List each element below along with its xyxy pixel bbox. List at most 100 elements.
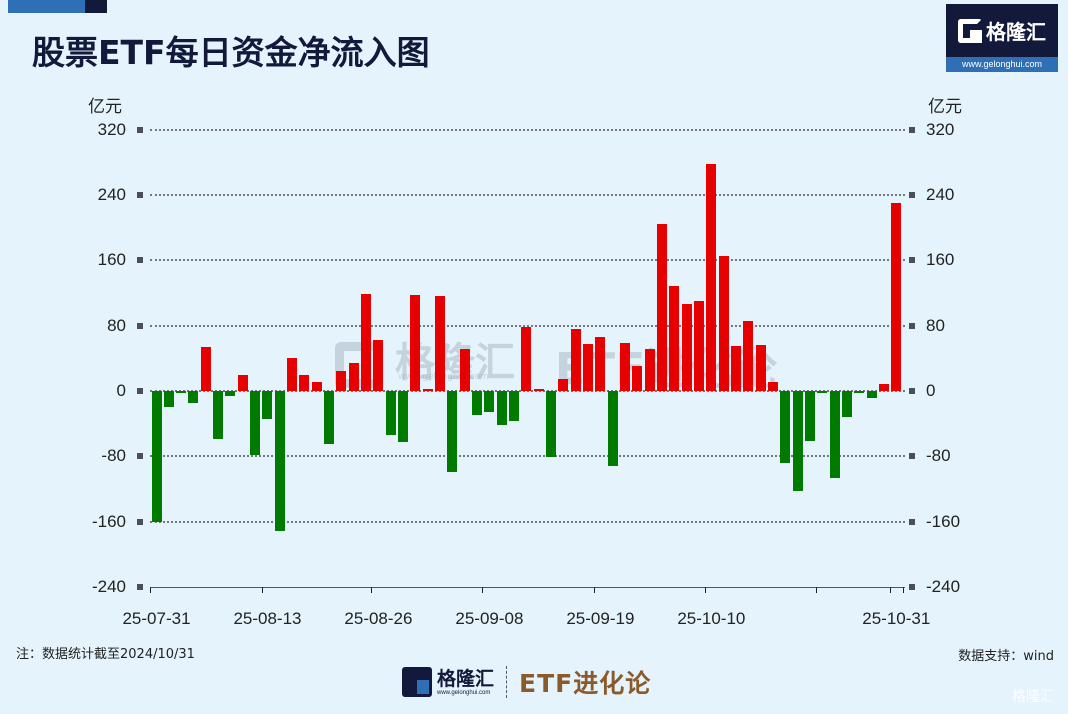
bar: [878, 384, 889, 391]
bar: [410, 295, 421, 391]
bar: [521, 326, 532, 391]
decor-bar-blue: [8, 0, 85, 13]
bar: [373, 339, 384, 391]
bar: [299, 375, 310, 391]
bar: [570, 328, 581, 391]
gridline: [150, 194, 905, 197]
gridline: [150, 455, 905, 458]
bar: [188, 391, 199, 404]
y-tick-label-right: -160: [926, 511, 961, 531]
bar: [546, 391, 557, 458]
bar: [237, 375, 248, 391]
y-tick-label-left: 160: [97, 250, 126, 270]
bar: [435, 296, 446, 391]
bar: [558, 378, 569, 391]
x-tick: [371, 587, 372, 593]
y-tick-label-right: 240: [926, 185, 955, 205]
y-tick-label-left: -80: [101, 446, 126, 466]
y-tick-marker: [137, 388, 143, 394]
y-tick-marker: [909, 322, 915, 329]
y-tick-marker: [909, 388, 915, 394]
y-tick-label-right: -240: [926, 576, 961, 596]
bar: [829, 391, 840, 478]
bar: [669, 285, 680, 391]
x-tick: [705, 587, 706, 593]
x-tick: [150, 587, 151, 593]
bar: [213, 391, 224, 440]
x-tick-label: 25-10-31: [862, 609, 931, 628]
bar: [250, 391, 261, 456]
x-tick: [594, 587, 595, 593]
bar: [804, 391, 815, 441]
gridline: [150, 520, 905, 523]
gridline: [150, 390, 905, 392]
y-tick-label-right: 0: [926, 381, 936, 400]
y-tick-marker: [909, 583, 915, 590]
bar: [311, 382, 322, 391]
y-unit-left: 亿元: [88, 97, 122, 117]
x-tick: [890, 587, 891, 593]
bar: [841, 391, 852, 418]
logo-name: 格隆汇: [986, 20, 1046, 44]
y-tick-label-left: -240: [91, 576, 126, 596]
bar: [459, 349, 470, 391]
y-tick-label-left: -160: [91, 511, 126, 531]
bar: [817, 391, 828, 394]
y-tick-marker: [137, 126, 143, 133]
bar: [620, 342, 631, 391]
y-tick-marker: [137, 322, 143, 329]
x-tick-label: 25-08-26: [344, 609, 413, 628]
bar: [472, 391, 483, 415]
data-note: 注：数据统计截至2024/10/31: [16, 647, 195, 662]
bar: [447, 391, 458, 472]
x-tick: [903, 587, 904, 593]
y-tick-label-left: 80: [107, 315, 126, 335]
bar: [225, 391, 236, 396]
y-tick-marker: [137, 583, 143, 590]
x-tick-label: 25-08-13: [233, 609, 302, 628]
bar: [755, 345, 766, 391]
bar: [743, 320, 754, 391]
x-tick-label: 25-07-31: [122, 609, 191, 628]
x-tick: [482, 587, 483, 593]
bar: [731, 346, 741, 391]
y-tick-label-right: 160: [926, 250, 955, 270]
y-tick-marker: [909, 192, 915, 199]
data-source: 数据支持：wind: [958, 649, 1054, 664]
g-logo-icon: [402, 667, 432, 697]
y-tick-label-left: 0: [116, 381, 126, 400]
x-tick-label: 25-09-08: [455, 609, 524, 628]
bar: [792, 391, 803, 492]
y-tick-label-right: 320: [926, 119, 955, 139]
gridline: [150, 128, 905, 131]
bar: [151, 391, 162, 522]
logo-url: www.gelonghui.com: [946, 57, 1058, 72]
gridline: [150, 324, 905, 327]
bar: [768, 382, 778, 391]
bar: [607, 391, 618, 467]
bar: [718, 256, 729, 391]
g-logo-icon: [958, 18, 982, 43]
y-tick-marker: [909, 126, 915, 133]
footer-logo: 格隆汇 www.gelonghui.com ETF进化论: [402, 664, 651, 700]
bar: [262, 391, 273, 419]
y-tick-label-left: 240: [97, 185, 126, 205]
footer-logo-url: www.gelonghui.com: [437, 690, 491, 696]
brand-logo: 格隆汇 www.gelonghui.com: [946, 4, 1058, 72]
bar: [509, 391, 520, 422]
y-unit-right: 亿元: [928, 97, 962, 117]
bar: [533, 389, 544, 391]
bar: [780, 391, 791, 463]
bar: [854, 391, 865, 394]
bar: [657, 224, 668, 391]
x-axis-line: [150, 587, 905, 588]
bar: [632, 365, 643, 391]
y-tick-marker: [909, 453, 915, 460]
bar: [398, 391, 409, 442]
bar: [324, 391, 335, 445]
x-tick-label: 25-09-19: [566, 609, 635, 628]
footer-brand: ETF进化论: [519, 669, 652, 698]
x-tick: [816, 587, 817, 593]
bar: [287, 358, 298, 391]
y-tick-marker: [137, 518, 143, 525]
